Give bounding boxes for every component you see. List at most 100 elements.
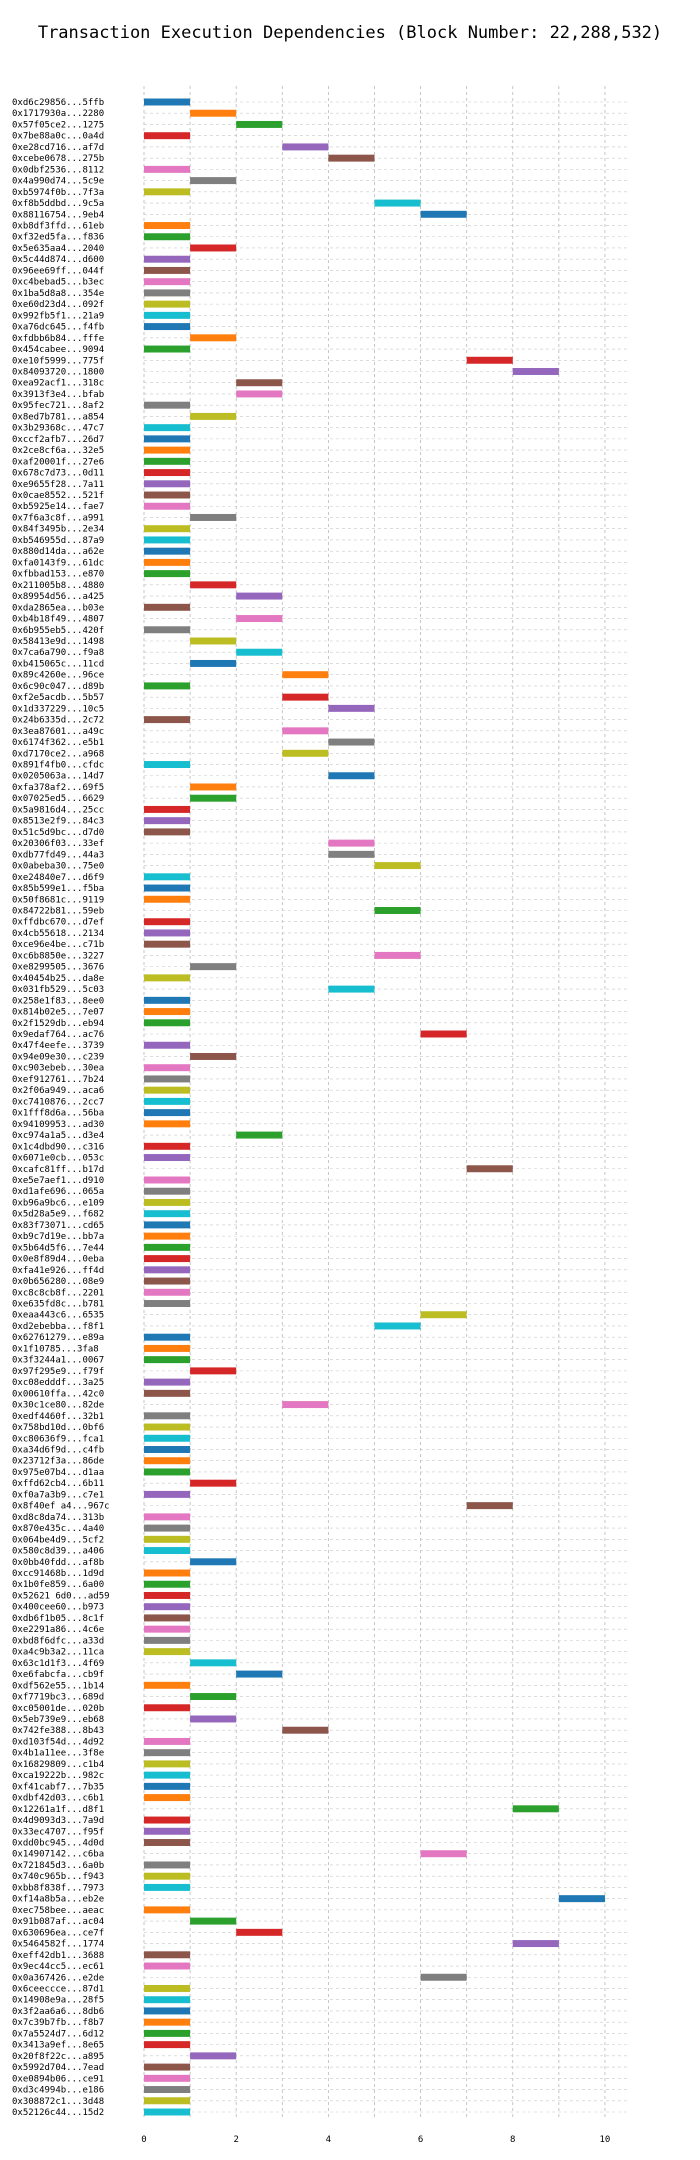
- transaction-bar: [144, 1513, 191, 1521]
- transaction-bar: [144, 626, 191, 634]
- transaction-bar: [144, 323, 191, 331]
- transaction-bar: [144, 1434, 191, 1442]
- transaction-label: 0x1ba5d8a8...354e: [12, 289, 104, 299]
- transaction-label: 0x5eb739e9...eb68: [12, 1715, 104, 1725]
- transaction-label: 0xaf20001f...27e6: [12, 457, 104, 467]
- transaction-bar: [420, 1311, 467, 1319]
- transaction-bar: [144, 1120, 191, 1128]
- transaction-bar: [144, 1457, 191, 1465]
- transaction-bar: [190, 1367, 237, 1375]
- transaction-label: 0xa34d6f9d...c4fb: [12, 1445, 104, 1455]
- transaction-label: 0xb96a9bc6...e109: [12, 1198, 104, 1208]
- transaction-label: 0x20f8f22c...a895: [12, 2052, 104, 2062]
- transaction-bars: [144, 98, 605, 2116]
- transaction-bar: [144, 1277, 191, 1285]
- transaction-bar: [144, 2041, 191, 2049]
- transaction-label: 0x1717930a...2280: [12, 109, 104, 119]
- chart-title: Transaction Execution Dependencies (Bloc…: [38, 23, 662, 43]
- transaction-bar: [512, 368, 559, 375]
- transaction-label: 0x20306f03...33ef: [12, 839, 104, 849]
- transaction-label: 0xc80636f9...fca1: [12, 1434, 104, 1444]
- transaction-label: 0xd103f54d...4d92: [12, 1737, 104, 1747]
- transaction-bar: [144, 300, 191, 308]
- transaction-bar: [144, 1468, 191, 1476]
- transaction-bar: [144, 1198, 191, 1206]
- transaction-bar: [144, 603, 191, 611]
- transaction-label: 0x23712f3a...86de: [12, 1457, 104, 1467]
- transaction-label: 0xdf562e55...1b14: [12, 1681, 104, 1691]
- x-tick-label: 0: [141, 2135, 146, 2145]
- transaction-label: 0xd2ebebba...f8f1: [12, 1322, 104, 1332]
- transaction-label: 0x7c39b7fb...f8b7: [12, 2018, 104, 2028]
- transaction-bar: [190, 1693, 237, 1701]
- x-axis-ticks: 0 2 4 6 8 10: [141, 2135, 610, 2145]
- transaction-bar: [144, 1591, 191, 1599]
- transaction-label: 0x33ec4707...f95f: [12, 1827, 104, 1837]
- transaction-label: 0x47f4eefe...3739: [12, 1041, 104, 1051]
- x-tick-label: 2: [233, 2135, 238, 2145]
- transaction-label: 0xf32ed5fa...f836: [12, 233, 104, 243]
- transaction-label: 0x9ec44cc5...ec61: [12, 1962, 104, 1972]
- transaction-label: 0xbb8f838f...7973: [12, 1883, 104, 1893]
- transaction-label: 0x2f1529db...eb94: [12, 1019, 104, 1029]
- transaction-label: 0x3ea87601...a49c: [12, 727, 104, 737]
- transaction-label: 0x211005b8...4880: [12, 581, 104, 591]
- transaction-bar: [144, 940, 191, 948]
- transaction-bar: [190, 412, 237, 420]
- transaction-bar: [144, 1816, 191, 1824]
- transaction-label: 0xcafc81ff...b17d: [12, 1165, 104, 1175]
- transaction-bar: [144, 98, 191, 106]
- transaction-label: 0xf7719bc3...689d: [12, 1693, 104, 1703]
- transaction-bar: [144, 716, 191, 724]
- transaction-bar: [144, 570, 191, 578]
- transaction-bar: [374, 862, 421, 870]
- transaction-bar: [144, 1648, 191, 1656]
- transaction-bar: [144, 1951, 191, 1959]
- transaction-bar: [190, 963, 237, 971]
- transaction-label: 0x870e435c...4a40: [12, 1524, 104, 1534]
- transaction-label: 0xec758bee...aeac: [12, 1906, 104, 1916]
- transaction-label: 0x3f3244a1...0067: [12, 1356, 104, 1366]
- x-tick-label: 10: [600, 2135, 611, 2145]
- transaction-bar: [144, 682, 191, 690]
- transaction-bar: [144, 1872, 191, 1880]
- transaction-bar: [144, 1625, 191, 1633]
- transaction-label: 0xcebe0678...275b: [12, 154, 104, 164]
- transaction-label: 0xffdbc670...d7ef: [12, 918, 104, 928]
- transaction-bar: [328, 738, 375, 746]
- transaction-label: 0x16829809...c1b4: [12, 1760, 104, 1770]
- transaction-bar: [144, 491, 191, 499]
- transaction-label: 0xc974a1a5...d3e4: [12, 1131, 104, 1141]
- transaction-bar: [236, 648, 283, 656]
- transaction-label: 0xd6c29856...5ffb: [12, 98, 104, 108]
- transaction-label: 0x308872c1...3d48: [12, 2097, 104, 2107]
- transaction-label: 0x97f295e9...f79f: [12, 1367, 104, 1377]
- transaction-label: 0x740c965b...f943: [12, 1872, 104, 1882]
- transaction-bar: [236, 120, 283, 128]
- transaction-label: 0xf0a7a3b9...c7e1: [12, 1490, 104, 1500]
- transaction-label: 0x0e8f89d4...0eba: [12, 1255, 104, 1265]
- transaction-label: 0xd7170ce2...a968: [12, 749, 104, 759]
- transaction-label: 0x52621 6d0...ad59: [12, 1591, 110, 1601]
- transaction-bar: [144, 828, 191, 836]
- transaction-bar: [190, 2052, 237, 2060]
- transaction-bar: [328, 154, 375, 162]
- transaction-label: 0x758bd10d...0bf6: [12, 1423, 104, 1433]
- transaction-bar: [144, 817, 191, 825]
- grid-lines: [143, 86, 628, 2118]
- transaction-label: 0x3913f3e4...bfab: [12, 390, 104, 400]
- transaction-bar: [144, 1446, 191, 1453]
- transaction-bar: [144, 480, 191, 488]
- transaction-bar: [144, 2007, 191, 2015]
- transaction-label: 0x1f10785...3fa8: [12, 1344, 99, 1354]
- transaction-label: 0xdd0bc945...4d0d: [12, 1839, 104, 1849]
- transaction-bar: [144, 1603, 191, 1611]
- transaction-label: 0x84f3495b...2e34: [12, 525, 104, 535]
- transaction-bar: [144, 974, 191, 982]
- transaction-label: 0x57f05ce2...1275: [12, 120, 104, 130]
- transaction-bar: [144, 401, 191, 409]
- transaction-label: 0xeff42db1...3688: [12, 1951, 104, 1961]
- transaction-bar: [144, 1839, 191, 1846]
- transaction-label: 0x6174f362...e5b1: [12, 738, 104, 748]
- transaction-label: 0xe2291a86...4c6e: [12, 1625, 104, 1635]
